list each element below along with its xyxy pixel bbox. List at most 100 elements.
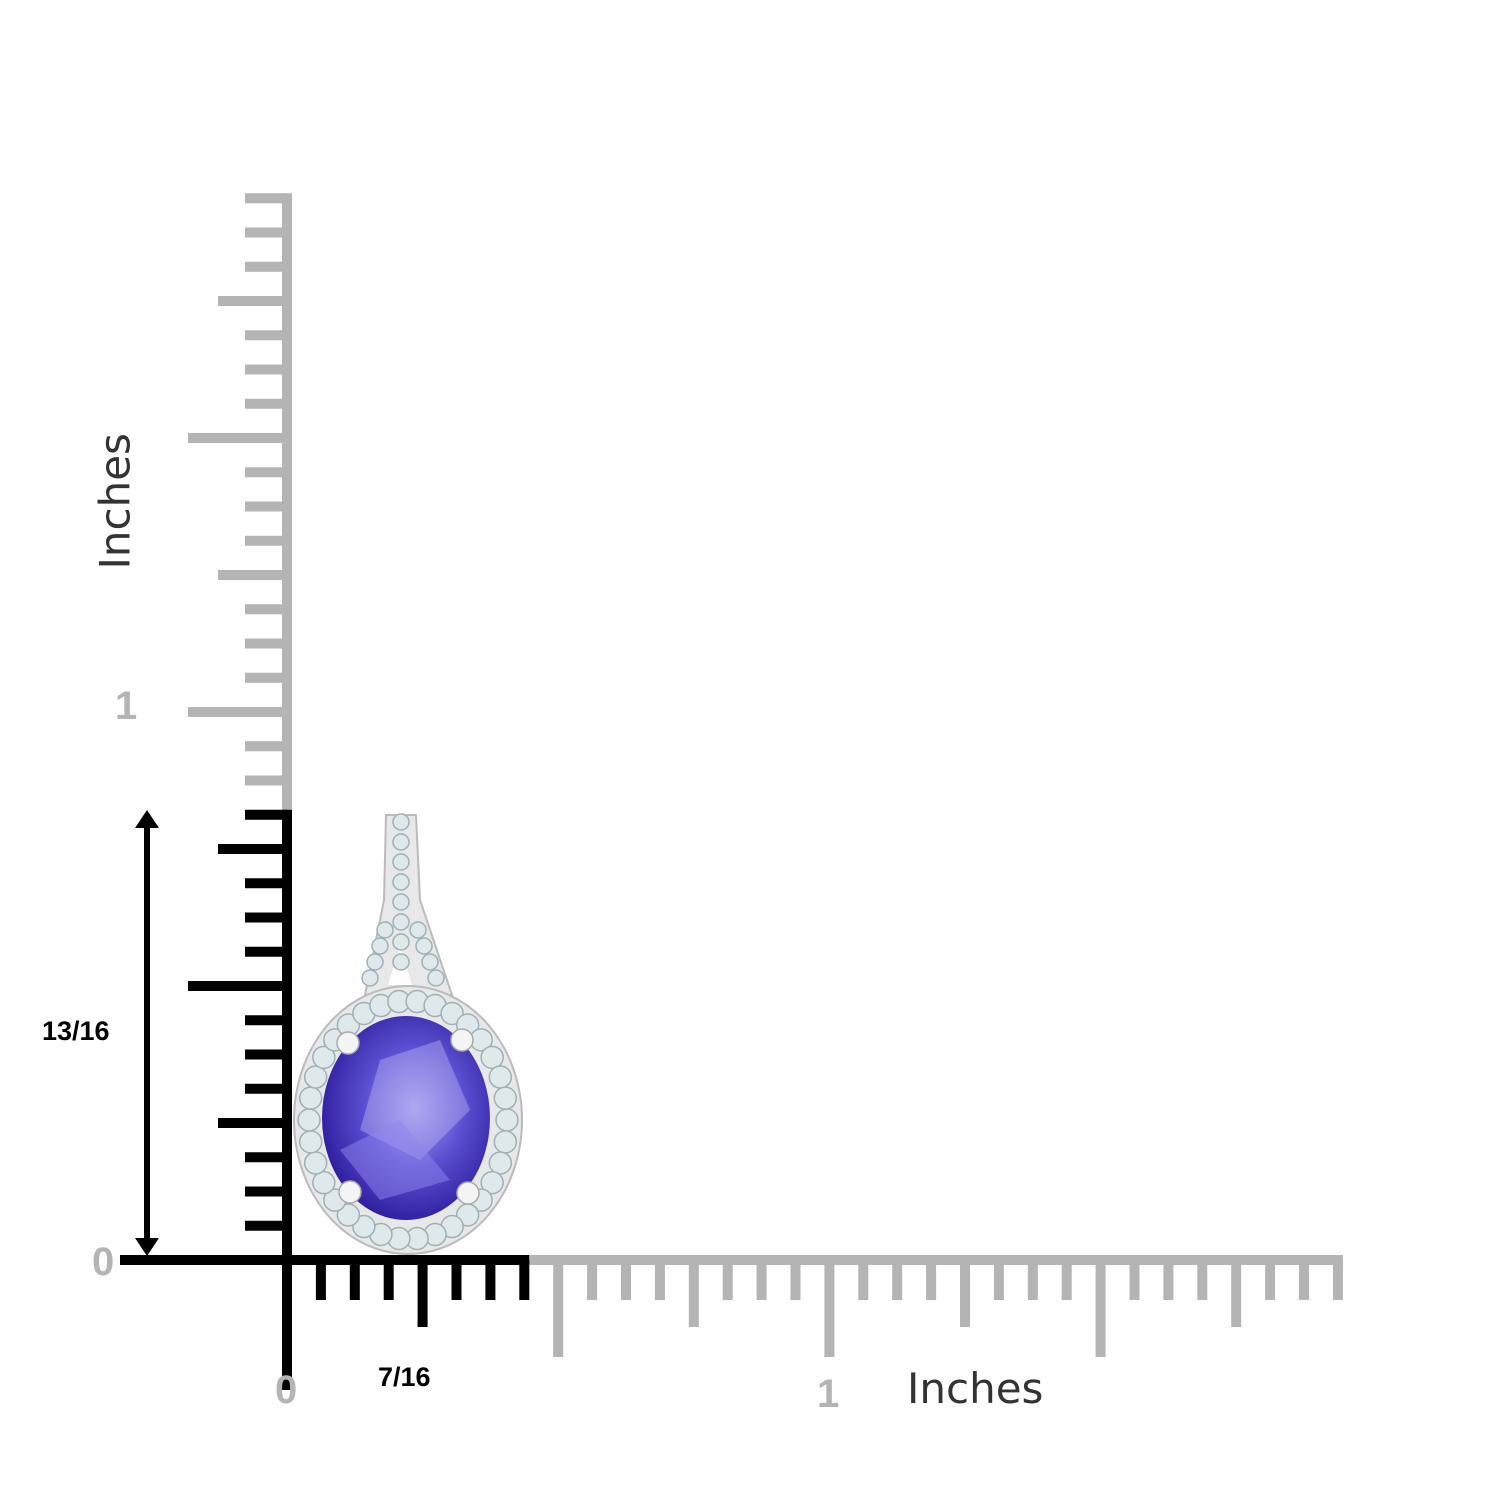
halo-diamond (312, 1045, 336, 1070)
horizontal-tick (1129, 1260, 1140, 1300)
bail-diamond (421, 953, 439, 971)
vertical-tick (245, 193, 287, 204)
horizontal-tick (688, 1260, 699, 1327)
horizontal-tick (993, 1260, 1004, 1300)
horizontal-tick (349, 1260, 360, 1300)
vertical-tick (245, 1049, 287, 1060)
horizontal-tick (519, 1260, 530, 1300)
vertical-tick (245, 330, 287, 341)
bail-diamond (409, 921, 427, 939)
vertical-tick (188, 981, 287, 991)
vertical-tick (245, 878, 287, 889)
vertical-tick (245, 227, 287, 238)
height-measurement: 13/16 (42, 1016, 110, 1046)
prong (338, 1180, 362, 1204)
horizontal-tick (654, 1260, 665, 1300)
bail-diamond (392, 873, 410, 891)
horizontal-tick (790, 1260, 801, 1300)
width-measurement: 7/16 (378, 1362, 431, 1392)
height-arrow-top-icon (135, 810, 159, 828)
prong (336, 1031, 360, 1055)
horizontal-tick (960, 1260, 970, 1327)
horizontal-unit-label: Inches (907, 1364, 1044, 1413)
horizontal-tick (1265, 1260, 1276, 1300)
bail-diamond (376, 921, 394, 939)
horizontal-tick (451, 1260, 462, 1300)
horizontal-tick (553, 1260, 564, 1357)
vertical-tick (245, 946, 287, 957)
bail-diamond (415, 937, 433, 955)
vertical-tick (245, 604, 287, 615)
vertical-tick (245, 398, 287, 409)
height-arrow-shaft (144, 825, 150, 1245)
horizontal-label-0: 0 (275, 1368, 298, 1412)
horizontal-tick (1163, 1260, 1174, 1300)
bail-diamond (392, 953, 410, 971)
halo-diamond (336, 1203, 361, 1227)
horizontal-tick (1332, 1260, 1343, 1300)
vertical-tick (245, 672, 287, 683)
vertical-tick (245, 467, 287, 478)
horizontal-tick (1197, 1260, 1208, 1300)
vertical-tick (245, 1083, 287, 1094)
horizontal-tick (417, 1260, 428, 1327)
vertical-tick (218, 1118, 287, 1128)
horizontal-tick (315, 1260, 326, 1300)
horizontal-tick (858, 1260, 869, 1300)
vertical-tick (188, 433, 287, 443)
vertical-tick (245, 809, 287, 820)
vertical-tick (188, 707, 287, 717)
vertical-tick (218, 844, 287, 854)
vertical-tick (245, 535, 287, 546)
bail-diamond (366, 953, 384, 971)
horizontal-tick (383, 1260, 394, 1300)
bail-diamond (392, 893, 410, 911)
horizontal-tick (756, 1260, 767, 1300)
vertical-tick (245, 364, 287, 375)
vertical-tick (245, 1015, 287, 1026)
horizontal-tick (1299, 1260, 1309, 1300)
horizontal-tick (1061, 1260, 1072, 1300)
prong (456, 1181, 480, 1205)
vertical-tick (245, 741, 287, 752)
bail-diamond (392, 833, 410, 851)
vertical-unit-label: Inches (90, 433, 140, 570)
horizontal-tick (587, 1260, 598, 1300)
vertical-tick (245, 1220, 287, 1231)
vertical-tick (245, 775, 287, 786)
vertical-tick (218, 296, 287, 306)
bail-diamond (392, 933, 410, 951)
horizontal-tick (485, 1260, 496, 1300)
horizontal-tick (722, 1260, 733, 1300)
vertical-label-1: 1 (115, 684, 138, 728)
bail-diamond (427, 969, 445, 987)
halo-diamond (488, 1151, 513, 1175)
vertical-label-0: 0 (92, 1240, 115, 1284)
prong (450, 1028, 474, 1052)
horizontal-tick (1027, 1260, 1038, 1300)
horizontal-tick (1231, 1260, 1242, 1327)
horizontal-tick (892, 1260, 903, 1300)
height-arrow-bottom-icon (135, 1238, 159, 1256)
vertical-tick (245, 1152, 287, 1163)
horizontal-tick (1095, 1260, 1106, 1357)
bail-diamond (392, 813, 410, 831)
halo-diamond (312, 1170, 336, 1195)
horizontal-tick (621, 1260, 631, 1300)
vertical-ruler-highlight (282, 809, 292, 1390)
halo-diamond (480, 1170, 504, 1195)
horizontal-label-1: 1 (817, 1372, 840, 1416)
bail-diamond (361, 969, 379, 987)
horizontal-tick (926, 1260, 937, 1300)
bail-diamond (392, 853, 410, 871)
bail-diamond (371, 937, 389, 955)
vertical-tick (245, 638, 287, 649)
vertical-tick (218, 570, 287, 580)
gem-facet (340, 1120, 450, 1200)
halo-diamond (480, 1045, 504, 1070)
halo-diamond (303, 1065, 328, 1089)
vertical-tick (245, 261, 287, 272)
